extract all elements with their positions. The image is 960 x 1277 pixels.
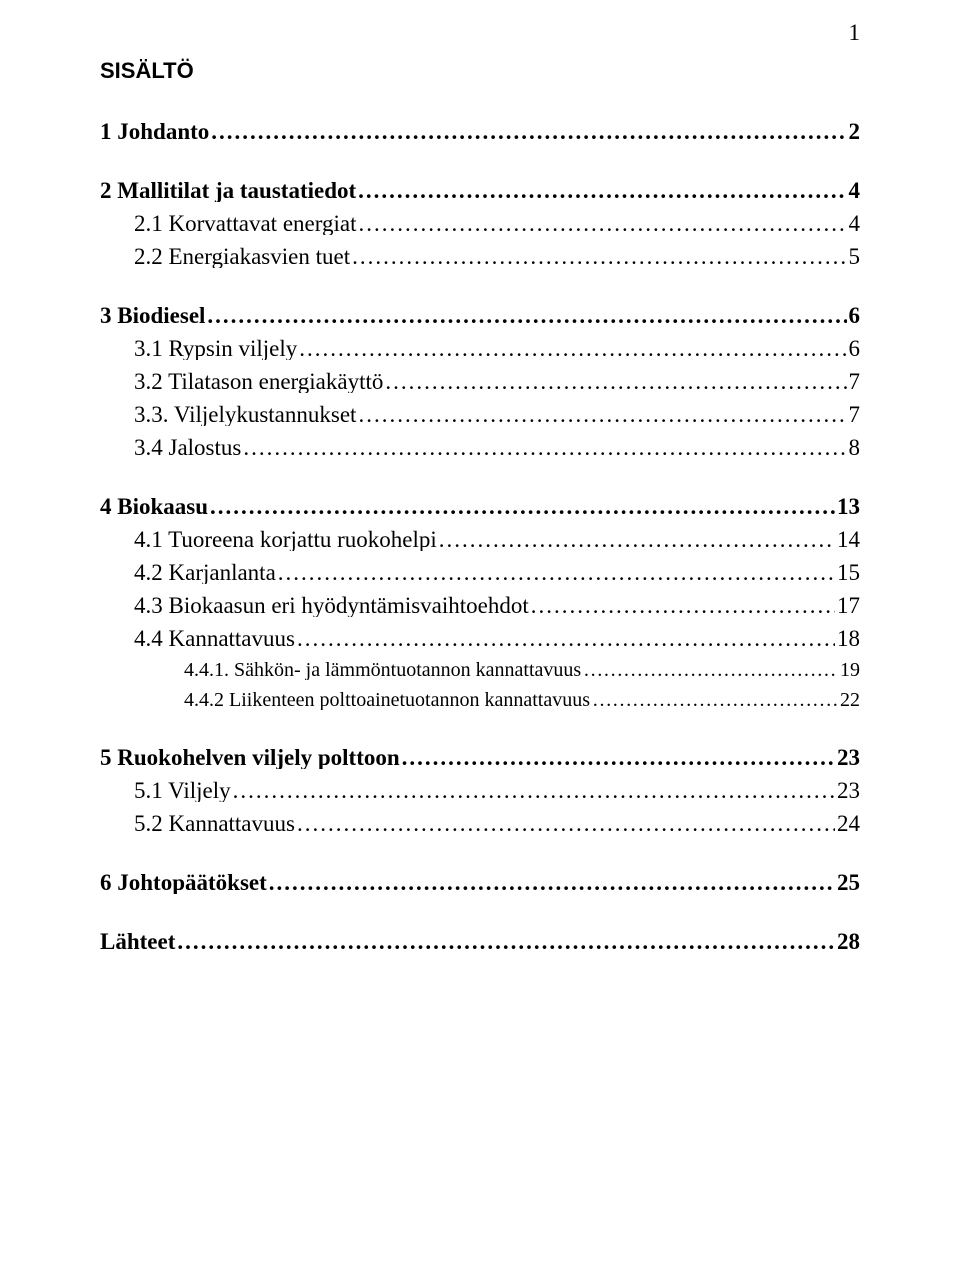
toc-entry-page: 4 [849, 212, 861, 235]
toc-entry-page: 23 [837, 779, 860, 802]
toc-leader: ........................................… [358, 403, 846, 426]
toc-leader: ........................................… [207, 304, 846, 327]
toc-leader: ........................................… [243, 436, 846, 459]
toc-entry-label: 3.2 Tilatason energiakäyttö [134, 370, 383, 393]
toc-leader: ........................................… [531, 594, 835, 617]
toc-entry-label: 5.1 Viljely [134, 779, 231, 802]
toc-entry-label: 4.4.2 Liikenteen polttoainetuotannon kan… [184, 690, 590, 710]
toc-entry: 4.4.1. Sähkön- ja lämmöntuotannon kannat… [100, 660, 860, 680]
toc-entry: 1 Johdanto..............................… [100, 120, 860, 143]
toc-leader: ........................................… [439, 528, 835, 551]
toc-entry-label: 1 Johdanto [100, 120, 209, 143]
toc-leader: ........................................… [211, 120, 846, 143]
toc-entry-label: 4.1 Tuoreena korjattu ruokohelpi [134, 528, 437, 551]
toc-entry-page: 15 [837, 561, 860, 584]
toc-entry-page: 19 [840, 660, 860, 680]
toc-entry-page: 22 [840, 690, 860, 710]
toc-entry: 3.1 Rypsin viljely......................… [100, 337, 860, 360]
page: 1 SISÄLTÖ 1 Johdanto....................… [0, 0, 960, 1277]
toc-entry: 3.4 Jalostus............................… [100, 436, 860, 459]
toc-entry: 5.1 Viljely.............................… [100, 779, 860, 802]
toc-entry-page: 28 [837, 930, 860, 953]
toc-leader: ........................................… [358, 212, 846, 235]
toc-entry-label: 4 Biokaasu [100, 495, 208, 518]
toc-entry-label: 5.2 Kannattavuus [134, 812, 295, 835]
toc-entry: 3.2 Tilatason energiakäyttö.............… [100, 370, 860, 393]
toc-entry-label: 4.4 Kannattavuus [134, 627, 295, 650]
toc-entry-page: 6 [849, 304, 861, 327]
toc-entry: 5.2 Kannattavuus........................… [100, 812, 860, 835]
toc-entry-page: 2 [849, 120, 861, 143]
toc-entry-label: 6 Johtopäätökset [100, 871, 267, 894]
toc-entry-page: 23 [837, 746, 860, 769]
toc-leader: …………………………………………………………………………………………………………… [583, 660, 838, 680]
toc-entry: 5 Ruokohelven viljely polttoon..........… [100, 746, 860, 769]
toc-leader: ........................................… [233, 779, 835, 802]
toc-leader: ........................................… [385, 370, 846, 393]
toc-entry: 4 Biokaasu..............................… [100, 495, 860, 518]
toc-leader: ........................................… [402, 746, 835, 769]
toc-entry-page: 7 [849, 370, 861, 393]
toc-leader: ........................................… [297, 627, 835, 650]
toc-entry-label: 2.1 Korvattavat energiat [134, 212, 356, 235]
toc-leader: ........................................… [358, 179, 846, 202]
toc-entry: 2.1 Korvattavat energiat................… [100, 212, 860, 235]
toc-leader: …………………………………………………………………………………………………………… [592, 690, 838, 710]
page-number: 1 [849, 20, 861, 46]
toc-entry-page: 18 [837, 627, 860, 650]
toc-entry: Lähteet.................................… [100, 930, 860, 953]
toc-leader: ........................................… [210, 495, 835, 518]
toc-entry: 2.2 Energiakasvien tuet.................… [100, 245, 860, 268]
toc-leader: ........................................… [352, 245, 846, 268]
toc-entry-label: 5 Ruokohelven viljely polttoon [100, 746, 400, 769]
toc-leader: ........................................… [297, 812, 835, 835]
toc-entry-label: 4.3 Biokaasun eri hyödyntämisvaihtoehdot [134, 594, 529, 617]
toc-entry-page: 17 [837, 594, 860, 617]
toc-leader: ........................................… [299, 337, 846, 360]
toc-leader: ........................................… [177, 930, 835, 953]
toc-entry-label: 3.3. Viljelykustannukset [134, 403, 356, 426]
toc-entry: 4.2 Karjanlanta.........................… [100, 561, 860, 584]
toc-entry: 6 Johtopäätökset........................… [100, 871, 860, 894]
toc-entry: 4.1 Tuoreena korjattu ruokohelpi........… [100, 528, 860, 551]
toc-entry-page: 6 [849, 337, 861, 360]
toc-entry-page: 4 [849, 179, 861, 202]
toc-entry-label: Lähteet [100, 930, 175, 953]
toc-entry-label: 4.2 Karjanlanta [134, 561, 276, 584]
toc-entry-page: 24 [837, 812, 860, 835]
toc-entry-page: 14 [837, 528, 860, 551]
toc-entry-label: 4.4.1. Sähkön- ja lämmöntuotannon kannat… [184, 660, 581, 680]
toc-entry-label: 3.1 Rypsin viljely [134, 337, 297, 360]
toc-entry: 4.4 Kannattavuus........................… [100, 627, 860, 650]
table-of-contents: 1 Johdanto..............................… [100, 120, 860, 953]
toc-entry: 2 Mallitilat ja taustatiedot............… [100, 179, 860, 202]
toc-entry: 3.3. Viljelykustannukset................… [100, 403, 860, 426]
toc-entry-page: 13 [837, 495, 860, 518]
toc-entry-label: 3.4 Jalostus [134, 436, 241, 459]
toc-entry-page: 5 [849, 245, 861, 268]
toc-leader: ........................................… [269, 871, 835, 894]
toc-entry-label: 2.2 Energiakasvien tuet [134, 245, 350, 268]
toc-entry: 4.4.2 Liikenteen polttoainetuotannon kan… [100, 690, 860, 710]
toc-entry-label: 3 Biodiesel [100, 304, 205, 327]
toc-entry: 4.3 Biokaasun eri hyödyntämisvaihtoehdot… [100, 594, 860, 617]
toc-entry-label: 2 Mallitilat ja taustatiedot [100, 179, 356, 202]
toc-leader: ........................................… [278, 561, 835, 584]
toc-entry-page: 8 [849, 436, 861, 459]
toc-entry: 3 Biodiesel.............................… [100, 304, 860, 327]
toc-entry-page: 25 [837, 871, 860, 894]
toc-heading: SISÄLTÖ [100, 58, 860, 84]
toc-entry-page: 7 [849, 403, 861, 426]
